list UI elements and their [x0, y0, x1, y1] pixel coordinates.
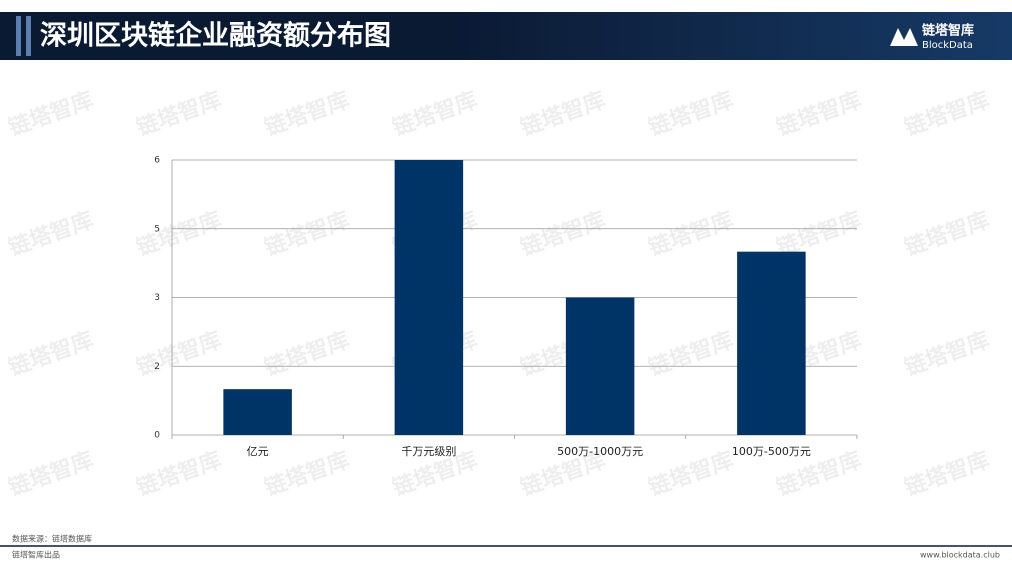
logo-text: 链塔智库 [921, 23, 974, 39]
watermark: 链塔智库 [261, 447, 353, 502]
watermark: 链塔智库 [133, 447, 225, 502]
y-tick-label: 3 [154, 293, 160, 303]
watermark: 链塔智库 [389, 87, 481, 142]
watermark: 链塔智库 [133, 87, 225, 142]
bar [223, 389, 292, 435]
y-tick-label: 2 [154, 362, 160, 372]
bar [565, 297, 635, 435]
watermark: 链塔智库 [517, 207, 609, 262]
x-tick-label: 100万-500万元 [732, 445, 811, 458]
watermark: 链塔智库 [133, 207, 225, 262]
bar [737, 251, 806, 435]
watermark: 链塔智库 [261, 87, 353, 142]
watermark: 链塔智库 [5, 327, 97, 382]
header-bar [0, 12, 1012, 60]
watermark: 链塔智库 [901, 87, 993, 142]
watermark: 链塔智库 [261, 327, 353, 382]
watermark: 链塔智库 [645, 207, 737, 262]
watermark: 链塔智库 [5, 87, 97, 142]
y-tick-label: 0 [154, 431, 160, 441]
page-title: 深圳区块链企业融资额分布图 [40, 20, 391, 52]
logo-subtext: BlockData [922, 40, 973, 51]
watermark: 链塔智库 [901, 447, 993, 502]
logo-icon [890, 28, 918, 46]
chart: 0 2 3 5 6 亿元 千万元级别 500万-1000万元 100万-500万元 [154, 156, 858, 458]
x-tick-label: 千万元级别 [401, 445, 456, 458]
source-note: 数据来源：链塔数据库 [12, 534, 92, 544]
bar [394, 160, 464, 435]
watermark: 链塔智库 [773, 87, 865, 142]
watermark: 链塔智库 [645, 87, 737, 142]
watermark: 链塔智库 [901, 207, 993, 262]
watermark: 链塔智库 [5, 447, 97, 502]
watermark: 链塔智库 [901, 327, 993, 382]
x-tick-label: 500万-1000万元 [557, 445, 643, 458]
header-accent [26, 16, 31, 56]
watermark: 链塔智库 [261, 207, 353, 262]
watermark: 链塔智库 [645, 447, 737, 502]
watermark: 链塔智库 [517, 87, 609, 142]
watermark: 链塔智库 [133, 327, 225, 382]
producer: 链塔智库出品 [12, 550, 60, 560]
header-accent [16, 16, 21, 56]
x-tick-label: 亿元 [247, 445, 269, 458]
site-url: www.blockdata.club [920, 551, 1000, 560]
watermark: 链塔智库 [5, 207, 97, 262]
watermark: 链塔智库 [645, 327, 737, 382]
y-tick-label: 6 [154, 156, 160, 166]
y-tick-label: 5 [154, 224, 160, 234]
